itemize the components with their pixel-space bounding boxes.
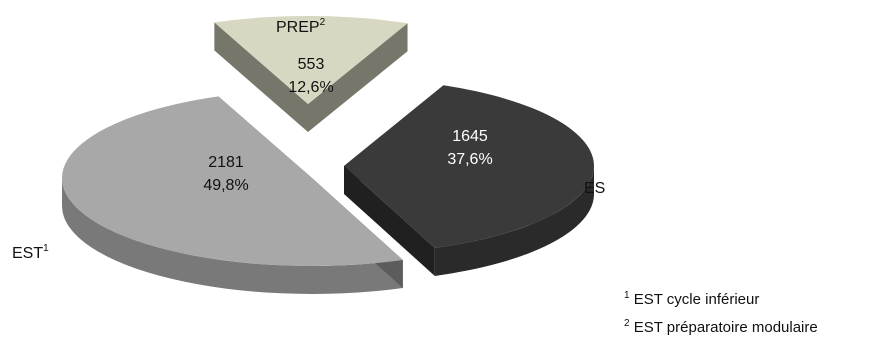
slice-side-prep <box>308 23 408 132</box>
slice-est <box>61 96 403 294</box>
category-label-prep: PREP2 <box>276 17 326 36</box>
value-label-est: 2181 <box>208 154 244 171</box>
percent-label-prep: 12,6% <box>288 79 333 96</box>
slice-side-prep <box>214 22 308 132</box>
footnote-1: 1 EST cycle inférieur <box>624 290 760 308</box>
footnote-2: 2 EST préparatoire modulaire <box>624 318 818 336</box>
percent-label-es: 37,6% <box>447 151 492 168</box>
value-label-prep: 553 <box>298 56 325 73</box>
pie-slices <box>61 15 595 294</box>
percent-label-est: 49,8% <box>203 177 248 194</box>
slice-wall-est <box>62 178 403 294</box>
slice-prep <box>214 15 408 132</box>
category-label-est: EST1 <box>12 243 49 262</box>
slice-top-est <box>61 96 403 267</box>
slice-wall-es <box>434 166 594 276</box>
slice-es <box>344 85 595 276</box>
category-label-es: ES <box>584 180 605 197</box>
slice-top-es <box>344 85 595 248</box>
value-label-es: 1645 <box>452 128 488 145</box>
pie-chart: PREP2 ES EST1 553 12,6% 1645 37,6% 2181 … <box>12 15 605 294</box>
slice-top-prep <box>214 15 408 104</box>
slice-side-es <box>344 166 435 276</box>
